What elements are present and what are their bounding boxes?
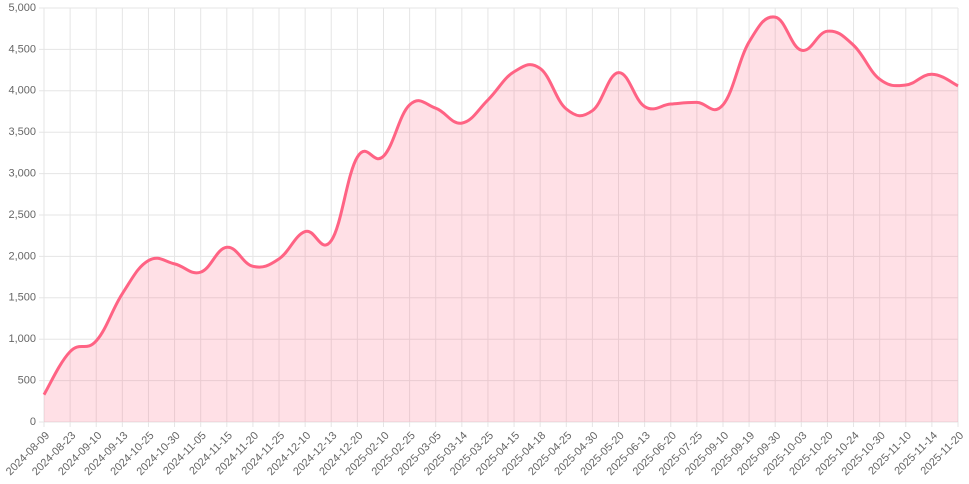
- y-tick-label: 2,500: [8, 209, 36, 221]
- y-tick-label: 4,500: [8, 43, 36, 55]
- y-tick-label: 2,000: [8, 250, 36, 262]
- y-tick-label: 5,000: [8, 2, 36, 14]
- y-tick-label: 3,500: [8, 126, 36, 138]
- y-tick-label: 4,000: [8, 85, 36, 97]
- y-tick-label: 3,000: [8, 168, 36, 180]
- y-tick-label: 500: [18, 375, 36, 387]
- line: [42, 15, 959, 396]
- area: [44, 16, 958, 423]
- y-tick-label: 0: [30, 416, 36, 428]
- y-tick-label: 1,000: [8, 333, 36, 345]
- y-tick-label: 1,500: [8, 292, 36, 304]
